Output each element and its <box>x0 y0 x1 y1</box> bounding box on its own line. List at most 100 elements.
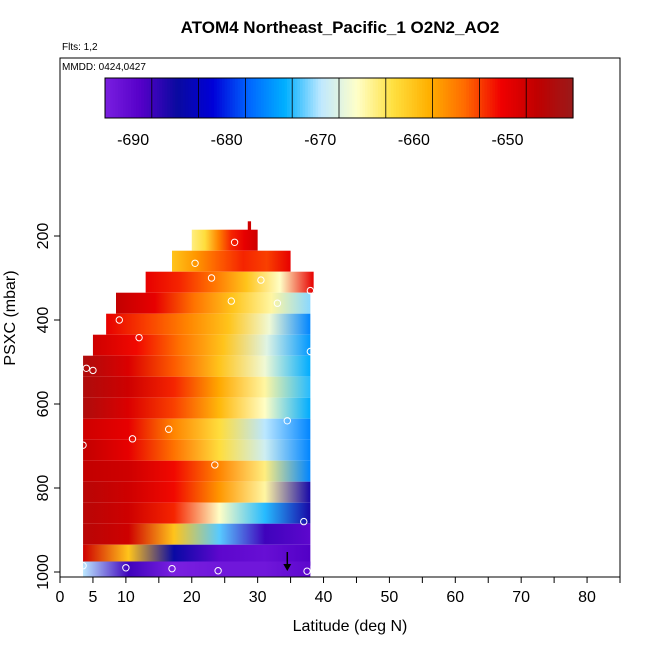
sample-point <box>306 286 315 295</box>
colorbar-segment <box>141 78 145 118</box>
colorbar-segment <box>430 78 434 118</box>
colorbar-segment <box>534 78 538 118</box>
x-tick-label: 70 <box>512 589 530 606</box>
heatmap-row <box>83 544 311 566</box>
colorbar-segment <box>125 78 129 118</box>
colorbar-segment <box>476 78 480 118</box>
sample-point <box>191 259 199 267</box>
colorbar-segment <box>170 78 174 118</box>
sample-point <box>115 316 123 324</box>
colorbar-segment <box>214 78 218 118</box>
colorbar-segment <box>331 78 335 118</box>
colorbar-segment <box>539 78 543 118</box>
sample-point <box>303 567 311 575</box>
sample-point <box>82 364 91 372</box>
colorbar-segment <box>263 78 267 118</box>
colorbar-segment <box>443 78 447 118</box>
colorbar-segment <box>302 78 306 118</box>
colorbar-segment <box>105 78 109 118</box>
colorbar-segment <box>183 78 187 118</box>
colorbar-segment <box>328 78 332 118</box>
sample-point <box>257 276 265 284</box>
x-tick-label: 0 <box>56 589 65 606</box>
colorbar-segment <box>274 78 278 118</box>
colorbar-segment <box>541 78 545 118</box>
colorbar-segment <box>128 78 132 118</box>
colorbar-segment <box>479 78 483 118</box>
colorbar-segment <box>190 78 194 118</box>
colorbar-segment <box>164 78 168 118</box>
x-tick-label: 50 <box>381 589 399 606</box>
x-tick-label: 30 <box>249 589 267 606</box>
colorbar-segment <box>357 78 361 118</box>
colorbar-segment <box>229 78 233 118</box>
colorbar-segment <box>349 78 353 118</box>
colorbar-segment <box>315 78 319 118</box>
colorbar-segment <box>531 78 535 118</box>
colorbar-segment <box>281 78 285 118</box>
colorbar-segment <box>450 78 454 118</box>
colorbar-segment <box>138 78 142 118</box>
colorbar-segment <box>271 78 275 118</box>
colorbar-segment <box>359 78 363 118</box>
sample-point <box>306 347 315 356</box>
sample-point <box>214 567 222 575</box>
colorbar-segment <box>482 78 486 118</box>
colorbar-segment <box>414 78 418 118</box>
colorbar-segment <box>502 78 506 118</box>
colorbar-segment <box>385 78 389 118</box>
colorbar-segment <box>115 78 119 118</box>
heatmap-row <box>83 355 311 377</box>
y-tick-label: 400 <box>35 307 52 334</box>
colorbar-segment <box>440 78 444 118</box>
heatmap-row <box>106 313 311 335</box>
sample-point <box>135 333 143 342</box>
colorbar-segment <box>237 78 241 118</box>
colorbar-segment <box>206 78 210 118</box>
colorbar-segment <box>471 78 475 118</box>
colorbar-segment <box>193 78 197 118</box>
colorbar-segment <box>323 78 327 118</box>
colorbar-segment <box>510 78 514 118</box>
colorbar-segment <box>219 78 223 118</box>
colorbar-segment <box>401 78 405 118</box>
x-tick-label: 40 <box>315 589 333 606</box>
heatmap-row <box>145 271 314 293</box>
colorbar-border <box>104 77 574 119</box>
colorbar-segment <box>107 78 111 118</box>
colorbar-segment <box>515 78 519 118</box>
colorbar-segment <box>495 78 499 118</box>
colorbar-segment <box>284 78 288 118</box>
colorbar-segment <box>253 78 257 118</box>
colorbar-segment <box>463 78 467 118</box>
sample-point <box>122 564 130 572</box>
colorbar-segment <box>248 78 252 118</box>
colorbar-segment <box>307 78 311 118</box>
colorbar-segment <box>222 78 226 118</box>
colorbar-segment <box>448 78 452 118</box>
colorbar-segment <box>393 78 397 118</box>
colorbar-segment <box>339 78 343 118</box>
x-axis: 0 5 10 20 30 40 50 60 70 80 <box>56 577 621 606</box>
heatmap-row <box>172 250 291 272</box>
colorbar-segment <box>162 78 166 118</box>
colorbar-segment <box>146 78 150 118</box>
colorbar-segment <box>396 78 400 118</box>
y-tick-label: 200 <box>35 223 52 250</box>
sample-point <box>300 517 308 526</box>
sample-point <box>283 417 291 425</box>
colorbar-tick-label: -680 <box>211 132 243 149</box>
colorbar-segment <box>235 78 239 118</box>
colorbar-segment <box>123 78 127 118</box>
colorbar-segment <box>560 78 564 118</box>
colorbar-segment <box>333 78 337 118</box>
colorbar-segment <box>469 78 473 118</box>
y-tick-label: 1000 <box>35 554 52 590</box>
y-tick-label: 600 <box>35 391 52 418</box>
colorbar-segment <box>201 78 205 118</box>
colorbar-segment <box>255 78 259 118</box>
colorbar-segment <box>474 78 478 118</box>
colorbar-segment <box>505 78 509 118</box>
colorbar-segment <box>120 78 124 118</box>
colorbar-segment <box>172 78 176 118</box>
